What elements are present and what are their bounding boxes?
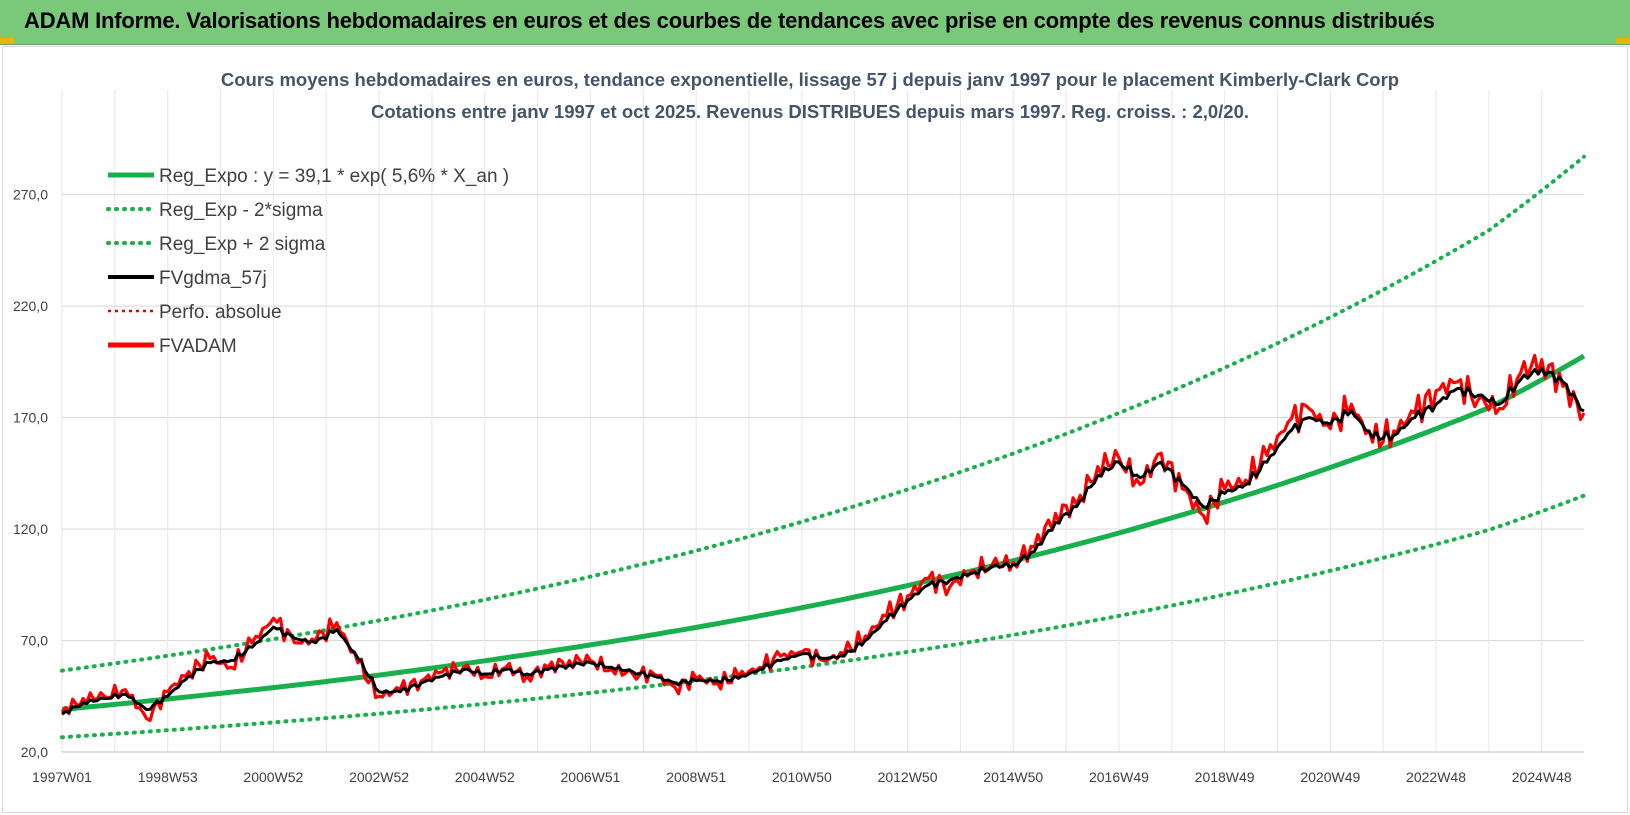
series-band-line (60, 493, 1586, 740)
corner-marker-top-right (1616, 38, 1630, 44)
page-title: ADAM Informe. Valorisations hebdomadaire… (24, 8, 1435, 33)
legend-label: Reg_Exp + 2 sigma (159, 234, 326, 255)
y-tick-label: 270,0 (13, 187, 48, 203)
y-tick-label: 220,0 (13, 298, 48, 314)
chart-title-line1: Cours moyens hebdomadaires en euros, ten… (221, 69, 1399, 90)
x-tick-label: 2006W51 (561, 769, 621, 785)
legend-label: Reg_Expo : y = 39,1 * exp( 5,6% * X_an ) (159, 166, 509, 187)
y-tick-label: 170,0 (13, 410, 48, 426)
series-lines (60, 154, 1586, 740)
series-band-line (60, 154, 1586, 673)
legend-label: Reg_Exp - 2*sigma (159, 200, 323, 221)
x-axis-ticks: 1997W01 1998W53 2000W52 2002W52 2004W52 2006W… (32, 769, 1572, 785)
x-tick-label: 2018W49 (1195, 769, 1255, 785)
header-banner: ADAM Informe. Valorisations hebdomadaire… (0, 0, 1630, 45)
x-tick-label: 2022W48 (1406, 769, 1466, 785)
x-tick-label: 2014W50 (983, 769, 1043, 785)
x-tick-label: 2000W52 (243, 769, 303, 785)
legend-label: FVADAM (159, 336, 237, 357)
x-tick-label: 1998W53 (138, 769, 198, 785)
x-tick-label: 2002W52 (349, 769, 409, 785)
y-axis-ticks: 20,0 70,0 120,0 170,0 220,0 270,0 (13, 187, 48, 760)
x-tick-label: 2010W50 (772, 769, 832, 785)
y-tick-label: 20,0 (21, 744, 48, 760)
series-fvadam-line (60, 353, 1586, 722)
x-tick-label: 2008W51 (666, 769, 726, 785)
legend: Reg_Expo : y = 39,1 * exp( 5,6% * X_an )… (106, 166, 509, 357)
series-trend-line (61, 353, 1586, 712)
legend-label: Perfo. absolue (159, 302, 282, 323)
chart-title-line2: Cotations entre janv 1997 et oct 2025. R… (371, 101, 1249, 122)
x-tick-label: 1997W01 (32, 769, 92, 785)
x-tick-label: 2024W48 (1512, 769, 1572, 785)
x-tick-label: 2004W52 (455, 769, 515, 785)
gridlines (61, 90, 1584, 753)
y-tick-label: 120,0 (13, 521, 48, 537)
x-tick-label: 2012W50 (878, 769, 938, 785)
legend-label: FVgdma_57j (159, 268, 267, 289)
series-fvgdma-line (61, 367, 1585, 716)
y-tick-label: 70,0 (21, 633, 48, 649)
x-tick-label: 2016W49 (1089, 769, 1149, 785)
corner-marker-top-left (0, 38, 14, 44)
x-tick-label: 2020W49 (1300, 769, 1360, 785)
